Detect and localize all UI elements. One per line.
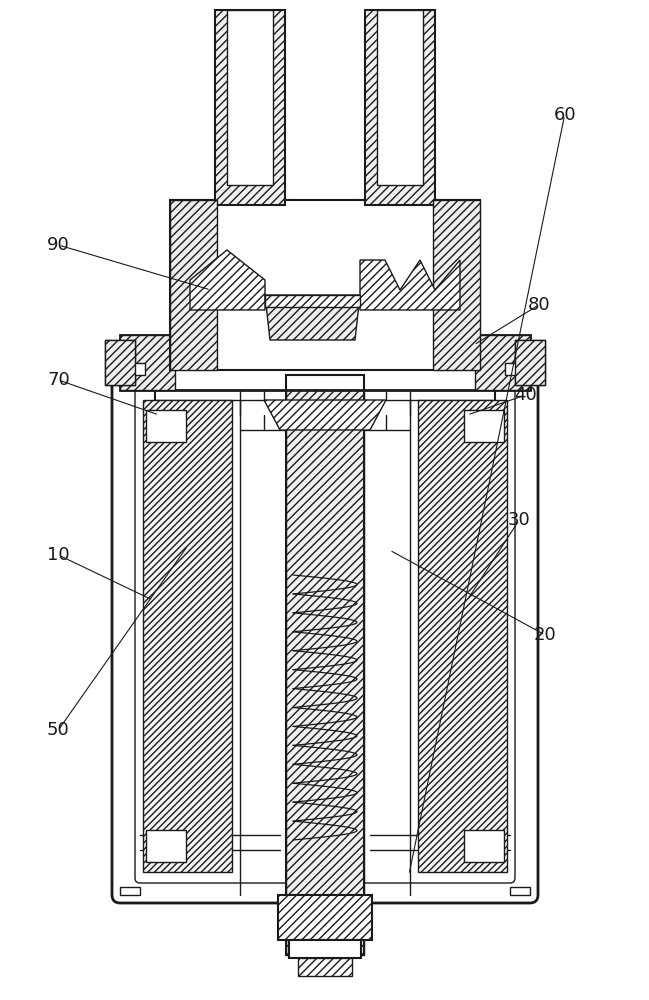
FancyBboxPatch shape xyxy=(135,388,515,883)
Text: 10: 10 xyxy=(47,546,69,564)
Bar xyxy=(433,200,480,370)
Bar xyxy=(505,363,530,375)
Bar xyxy=(377,10,423,185)
Bar xyxy=(265,295,360,307)
Bar xyxy=(515,340,545,385)
Bar xyxy=(120,887,140,895)
Polygon shape xyxy=(190,250,265,310)
Bar xyxy=(120,335,530,390)
Bar xyxy=(265,295,360,307)
Bar xyxy=(105,340,135,385)
Bar xyxy=(143,400,232,872)
Polygon shape xyxy=(360,260,460,310)
Text: 20: 20 xyxy=(533,626,557,644)
Polygon shape xyxy=(264,400,386,430)
Bar xyxy=(464,830,504,862)
Bar xyxy=(286,375,364,955)
Bar xyxy=(278,895,372,940)
Bar xyxy=(227,10,273,185)
Bar xyxy=(475,335,530,390)
Text: 80: 80 xyxy=(528,296,550,314)
Polygon shape xyxy=(265,295,360,340)
Bar xyxy=(289,940,361,958)
Text: 90: 90 xyxy=(47,236,70,254)
Bar xyxy=(464,410,504,442)
Bar xyxy=(365,10,435,205)
Bar xyxy=(515,340,545,385)
Bar xyxy=(278,895,372,940)
Text: 60: 60 xyxy=(554,106,576,124)
Text: 40: 40 xyxy=(514,386,537,404)
Text: 50: 50 xyxy=(47,721,70,739)
Bar xyxy=(146,410,186,442)
Bar xyxy=(146,830,186,862)
Bar xyxy=(120,335,175,390)
Bar xyxy=(510,887,530,895)
Bar xyxy=(170,200,217,370)
Bar xyxy=(105,340,135,385)
Text: 70: 70 xyxy=(47,371,70,389)
Bar xyxy=(418,400,507,872)
Bar xyxy=(298,958,352,976)
Text: 30: 30 xyxy=(508,511,531,529)
Bar xyxy=(286,375,364,955)
FancyBboxPatch shape xyxy=(112,367,538,903)
Bar xyxy=(215,10,285,205)
Bar xyxy=(298,958,352,976)
Bar xyxy=(120,363,145,375)
Bar xyxy=(170,200,480,370)
